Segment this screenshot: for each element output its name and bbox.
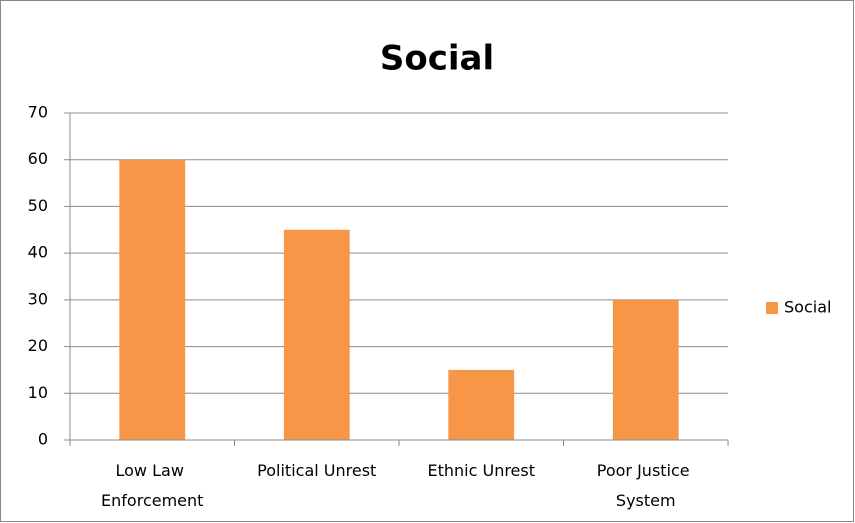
y-tick-label: 30 <box>28 289 48 308</box>
legend-label: Social <box>784 298 831 317</box>
chart-title: Social <box>380 39 494 79</box>
bar <box>283 229 350 440</box>
y-tick-label: 10 <box>28 383 48 402</box>
y-tick-label: 20 <box>28 336 48 355</box>
y-tick-label: 40 <box>28 243 48 262</box>
legend-swatch <box>766 302 778 314</box>
bar <box>119 159 186 440</box>
y-tick-label: 0 <box>38 430 48 449</box>
x-tick-label: Poor Justice System <box>597 461 695 510</box>
x-tick-label: Ethnic Unrest <box>427 461 535 480</box>
bar <box>612 299 679 440</box>
y-tick-label: 60 <box>28 149 48 168</box>
x-tick-label: Low Law Enforcement <box>101 461 203 510</box>
bar <box>448 369 515 440</box>
x-tick-label: Political Unrest <box>257 461 376 480</box>
y-tick-label: 50 <box>28 196 48 215</box>
y-tick-label: 70 <box>28 103 48 122</box>
